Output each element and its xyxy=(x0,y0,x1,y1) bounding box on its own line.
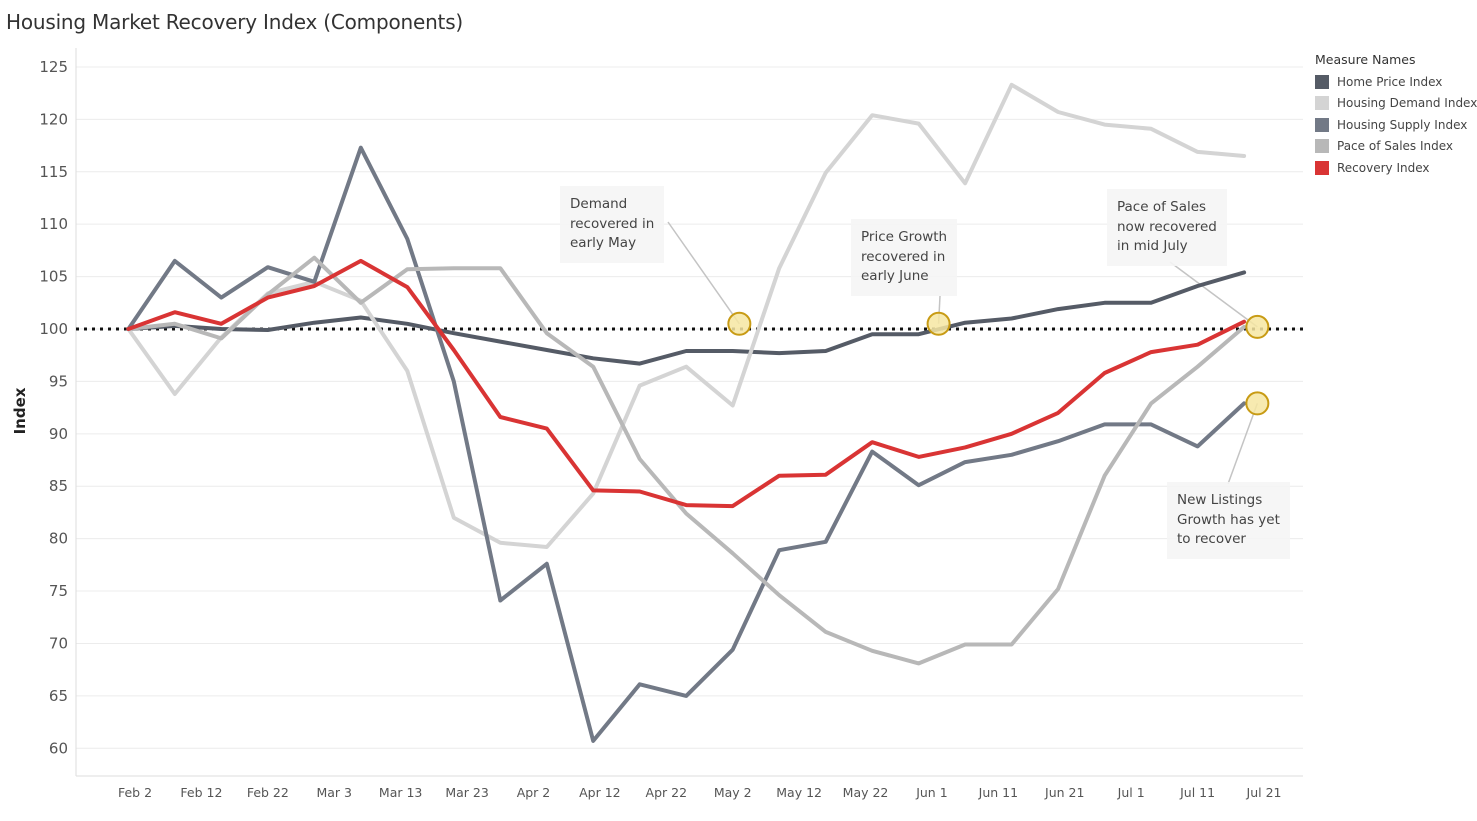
y-tick-label: 90 xyxy=(49,425,68,443)
legend-items: Home Price Index Housing Demand Index Hous… xyxy=(1315,71,1477,179)
annotation-leader-line xyxy=(1227,403,1259,485)
legend-item-housing-supply-index[interactable]: Housing Supply Index xyxy=(1315,114,1477,136)
series-line-recovery-index xyxy=(126,258,1247,509)
y-tick-label: 120 xyxy=(39,110,68,128)
series-line-pace-of-sales-index xyxy=(126,255,1247,666)
x-tick-label: Feb 12 xyxy=(180,785,222,800)
annotation-markers xyxy=(727,311,1270,416)
x-tick-label: Feb 22 xyxy=(247,785,289,800)
x-tick-label: Jul 1 xyxy=(1117,785,1145,800)
x-tick-label: May 2 xyxy=(714,785,752,800)
series-line-housing-demand-index xyxy=(126,82,1247,549)
annotation-pace-of-sales: Pace of Sales now recovered in mid July xyxy=(1107,189,1227,266)
x-tick-label: Apr 22 xyxy=(646,785,688,800)
annotation-new-listings: New Listings Growth has yet to recover xyxy=(1167,482,1290,559)
series-line-housing-supply-index xyxy=(126,145,1247,743)
annotation-marker xyxy=(1245,314,1270,339)
legend-swatch xyxy=(1315,160,1329,175)
legend-item-pace-of-sales-index[interactable]: Pace of Sales Index xyxy=(1315,136,1477,158)
y-tick-label: 75 xyxy=(49,582,68,600)
legend-label: Housing Supply Index xyxy=(1337,117,1468,132)
x-tick-label: Mar 3 xyxy=(316,785,352,800)
annotation-leader-line xyxy=(667,221,740,325)
y-tick-label: 65 xyxy=(49,687,68,705)
y-tick-label: 60 xyxy=(49,739,68,757)
legend-item-housing-demand-index[interactable]: Housing Demand Index xyxy=(1315,93,1477,115)
legend-title: Measure Names xyxy=(1315,52,1416,67)
x-tick-label: Mar 23 xyxy=(445,785,488,800)
x-tick-label: Jun 1 xyxy=(915,785,947,800)
legend-label: Housing Demand Index xyxy=(1337,96,1477,111)
annotation-marker xyxy=(926,311,951,336)
legend-swatch xyxy=(1315,139,1329,154)
x-tick-label: Jun 21 xyxy=(1044,785,1084,800)
annotation-leaders xyxy=(667,221,1259,485)
legend: Measure Names Home Price Index Housing De… xyxy=(1315,52,1477,179)
y-tick-label: 110 xyxy=(39,215,68,233)
gridlines xyxy=(76,66,1303,749)
y-tick-label: 80 xyxy=(49,530,68,548)
y-tick-label: 115 xyxy=(39,163,68,181)
x-tick-label: Feb 2 xyxy=(118,785,152,800)
x-tick-label: Apr 2 xyxy=(517,785,551,800)
annotation-price-growth: Price Growth recovered in early June xyxy=(851,219,958,296)
legend-item-recovery-index[interactable]: Recovery Index xyxy=(1315,157,1477,179)
x-tick-label: May 22 xyxy=(843,785,889,800)
legend-label: Recovery Index xyxy=(1337,160,1430,175)
legend-swatch xyxy=(1315,74,1329,89)
x-tick-label: Jul 21 xyxy=(1246,785,1282,800)
y-tick-label: 70 xyxy=(49,634,68,652)
y-tick-label: 125 xyxy=(39,58,68,76)
y-tick-label: 95 xyxy=(49,372,68,390)
y-tick-label: 85 xyxy=(49,477,68,495)
x-tick-label: Apr 12 xyxy=(579,785,621,800)
x-tick-label: Jul 11 xyxy=(1179,785,1215,800)
series-lines xyxy=(126,82,1247,743)
series-line-home-price-index xyxy=(126,270,1247,366)
x-tick-label: May 12 xyxy=(776,785,822,800)
x-tick-label: Mar 13 xyxy=(379,785,422,800)
legend-swatch xyxy=(1315,96,1329,111)
axes: 60 65 70 75 80 85 90 95 100 105 110 115 120 125 Feb 2 F… xyxy=(39,48,1303,800)
chart-title: Housing Market Recovery Index (Component… xyxy=(6,10,464,34)
annotation-marker xyxy=(1245,391,1270,416)
annotation-marker xyxy=(727,311,752,336)
x-tick-label: Jun 11 xyxy=(978,785,1018,800)
legend-label: Pace of Sales Index xyxy=(1337,139,1454,154)
annotation-leader-line xyxy=(1169,261,1258,328)
y-tick-label: 100 xyxy=(39,320,68,338)
y-tick-label: 105 xyxy=(39,268,68,286)
legend-item-home-price-index[interactable]: Home Price Index xyxy=(1315,71,1477,93)
y-axis-title: Index xyxy=(11,387,29,434)
legend-swatch xyxy=(1315,117,1329,132)
annotation-demand: Demand recovered in early May xyxy=(560,186,665,263)
legend-label: Home Price Index xyxy=(1337,74,1443,89)
